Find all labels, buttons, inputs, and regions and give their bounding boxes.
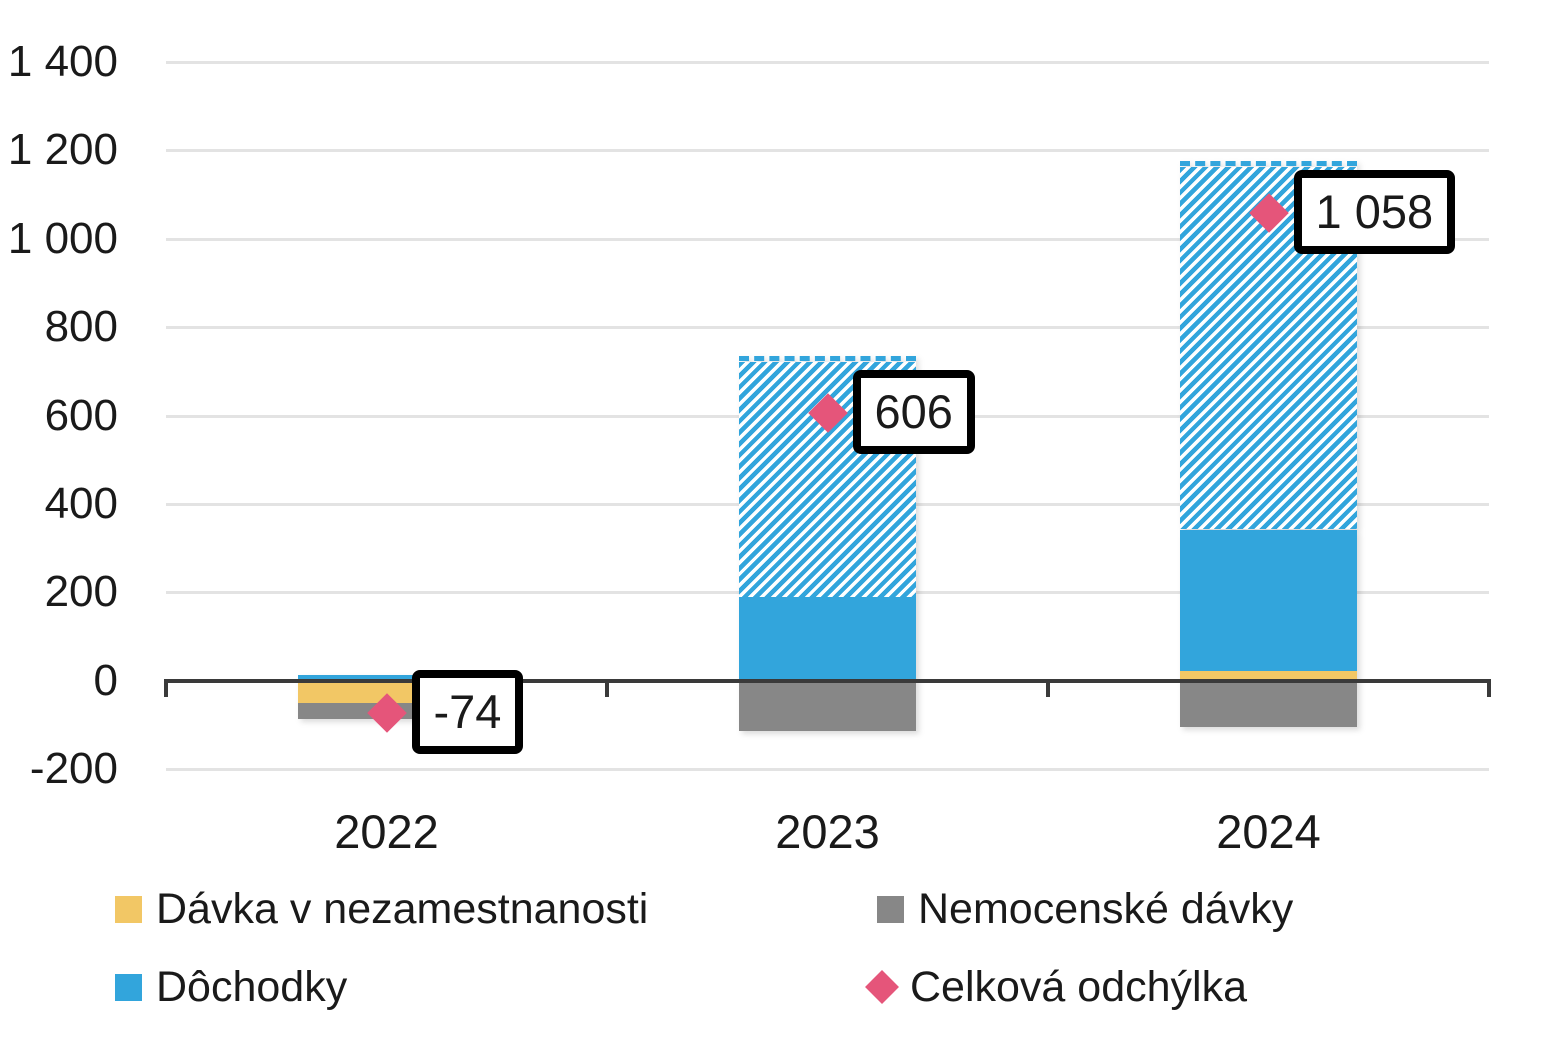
gridline — [166, 149, 1489, 153]
gridline — [166, 768, 1489, 771]
y-tick-label: 800 — [44, 302, 118, 352]
bar-segment — [1180, 529, 1357, 671]
legend-label: Dôchodky — [156, 963, 348, 1011]
x-tick-label: 2023 — [775, 805, 880, 858]
legend-swatch-gray — [877, 895, 904, 923]
legend-swatch-blue — [115, 973, 142, 1001]
data-label: 1 058 — [1293, 170, 1456, 255]
x-axis-tick — [1046, 678, 1050, 697]
bar-segment — [739, 596, 916, 681]
gridline — [166, 326, 1489, 330]
x-axis-tick — [164, 678, 168, 697]
forecast-dashed-edge — [1180, 161, 1357, 167]
x-axis-tick — [1487, 678, 1491, 697]
bar-segment — [1180, 680, 1357, 727]
bar-stack-2023 — [166, 62, 1489, 769]
y-tick-label: 1 400 — [7, 37, 118, 86]
bar-segment — [739, 680, 916, 731]
data-label: -74 — [411, 670, 524, 755]
x-tick-label: 2024 — [1216, 805, 1321, 858]
legend-item-nemocenske-davky: Nemocenské dávky — [877, 884, 1293, 934]
gridline — [166, 237, 1489, 241]
legend-diamond-icon — [865, 970, 899, 1004]
bar-segment — [1180, 670, 1357, 681]
y-tick-label: 600 — [44, 390, 118, 440]
forecast-dashed-edge — [739, 356, 916, 362]
x-axis-tick — [605, 678, 609, 697]
y-tick-label: 200 — [44, 567, 118, 617]
legend-label: Nemocenské dávky — [918, 885, 1294, 933]
legend-item-dochodky: Dôchodky — [115, 962, 347, 1012]
x-axis-line — [166, 678, 1489, 683]
legend-item-celkova-odchylka: Celková odchýlka — [865, 962, 1248, 1012]
legend-label: Celková odchýlka — [910, 963, 1248, 1011]
data-label: 606 — [852, 369, 975, 454]
y-tick-label: 1 000 — [7, 213, 118, 263]
x-tick-label: 2022 — [334, 805, 439, 858]
legend-label: Dávka v nezamestnanosti — [156, 885, 649, 933]
y-tick-label: 400 — [44, 478, 118, 528]
y-tick-label: 0 — [93, 655, 118, 705]
bar-segment — [298, 675, 475, 681]
y-tick-label: 1 200 — [7, 125, 118, 175]
legend-item-davka-v-nezamestnanosti: Dávka v nezamestnanosti — [115, 884, 648, 934]
gridline — [166, 61, 1489, 64]
plot-area: -74 606 1 058 — [164, 62, 1491, 769]
y-tick-label: -200 — [29, 744, 118, 793]
legend-swatch-yellow — [115, 895, 142, 923]
